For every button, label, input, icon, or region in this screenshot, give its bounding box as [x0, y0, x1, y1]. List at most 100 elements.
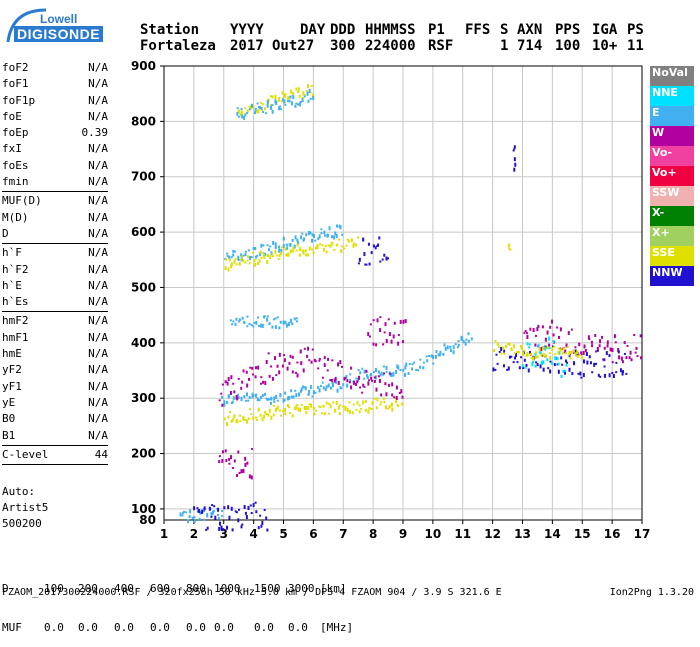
- echo-point: [278, 352, 281, 357]
- echo-point: [333, 248, 336, 251]
- echo-point: [252, 416, 255, 421]
- series-sse-18: [507, 243, 512, 251]
- echo-point: [278, 96, 281, 101]
- param-separator: [2, 191, 108, 193]
- echo-point: [303, 386, 306, 389]
- echo-point: [185, 511, 188, 514]
- legend-item-x-: X-: [650, 206, 694, 226]
- echo-point: [266, 103, 269, 108]
- echo-point: [352, 242, 355, 246]
- echo-point: [385, 256, 388, 261]
- echo-point: [271, 376, 274, 381]
- echo-point: [284, 103, 287, 106]
- row-d-value: 200: [78, 582, 98, 595]
- echo-point: [567, 330, 570, 335]
- echo-point: [582, 373, 585, 378]
- echo-point: [217, 517, 220, 520]
- echo-point: [552, 340, 555, 344]
- echo-point: [497, 345, 500, 348]
- echo-point: [523, 331, 526, 334]
- echo-point: [247, 417, 250, 421]
- echo-point: [566, 361, 569, 364]
- echo-point: [269, 245, 272, 248]
- echo-point: [388, 405, 391, 409]
- echo-point: [263, 392, 266, 396]
- x-tick-label: 10: [425, 527, 442, 541]
- echo-point: [324, 234, 327, 237]
- echo-point: [612, 374, 615, 379]
- param-value: N/A: [88, 77, 108, 91]
- echo-point: [621, 372, 624, 376]
- series-w-8: [218, 447, 254, 480]
- echo-point: [559, 327, 562, 332]
- echo-point: [384, 322, 387, 327]
- echo-point: [419, 365, 422, 369]
- echo-point: [371, 401, 374, 406]
- echo-point: [233, 459, 236, 463]
- echo-point: [435, 350, 438, 354]
- echo-point: [294, 407, 297, 411]
- echo-point: [311, 248, 314, 251]
- echo-point: [626, 344, 629, 347]
- echo-point: [244, 107, 247, 110]
- echo-point: [535, 351, 538, 355]
- x-tick-label: 7: [339, 527, 347, 541]
- echo-point: [346, 379, 349, 383]
- param-value: N/A: [88, 246, 108, 260]
- echo-point: [302, 368, 305, 373]
- echo-point: [234, 322, 237, 326]
- echo-point: [363, 252, 366, 257]
- echo-point: [507, 366, 510, 371]
- y-tick-label: 100: [131, 502, 156, 516]
- echo-point: [402, 368, 405, 372]
- echo-point: [266, 100, 269, 105]
- echo-point: [288, 361, 291, 365]
- echo-point: [368, 262, 371, 266]
- echo-point: [276, 399, 279, 402]
- echo-point: [507, 245, 510, 248]
- header-label-3: DDD: [330, 22, 356, 38]
- echo-point: [243, 320, 246, 323]
- x-tick-label: 8: [369, 527, 377, 541]
- echo-point: [318, 359, 321, 362]
- row-d-value: 800: [186, 582, 206, 595]
- echo-point: [263, 315, 266, 318]
- echo-point: [625, 356, 628, 360]
- echo-point: [310, 403, 313, 408]
- echo-point: [354, 243, 357, 247]
- version-label: Ion2Png 1.3.20: [609, 587, 694, 598]
- echo-point: [565, 352, 568, 355]
- echo-point: [257, 316, 260, 319]
- echo-point: [228, 394, 231, 399]
- echo-point: [299, 101, 302, 104]
- echo-point: [221, 510, 224, 513]
- series-e-2: [229, 315, 298, 330]
- echo-point: [331, 235, 334, 239]
- param-row: fxI N/A: [2, 141, 108, 157]
- echo-point: [376, 397, 379, 402]
- echo-point: [389, 372, 392, 375]
- echo-point: [542, 367, 545, 372]
- echo-point: [249, 408, 252, 411]
- echo-point: [287, 95, 290, 99]
- echo-point: [240, 255, 243, 258]
- echo-point: [234, 510, 237, 513]
- echo-point: [546, 358, 549, 362]
- echo-point: [615, 361, 618, 364]
- echo-point: [326, 369, 329, 372]
- echo-point: [305, 233, 308, 237]
- param-label: fmin: [2, 175, 29, 189]
- series-w-7: [218, 346, 404, 407]
- echo-point: [308, 246, 311, 251]
- param-row: yE N/A: [2, 395, 108, 411]
- echo-point: [300, 403, 303, 406]
- echo-point: [251, 447, 254, 450]
- echo-point: [232, 396, 235, 401]
- param-label: h`F: [2, 246, 22, 260]
- x-tick-label: 9: [399, 527, 407, 541]
- echo-point: [508, 342, 511, 346]
- echo-point: [570, 328, 573, 331]
- echo-point: [628, 356, 631, 360]
- param-row: hmF1 N/A: [2, 330, 108, 346]
- echo-point: [224, 380, 227, 384]
